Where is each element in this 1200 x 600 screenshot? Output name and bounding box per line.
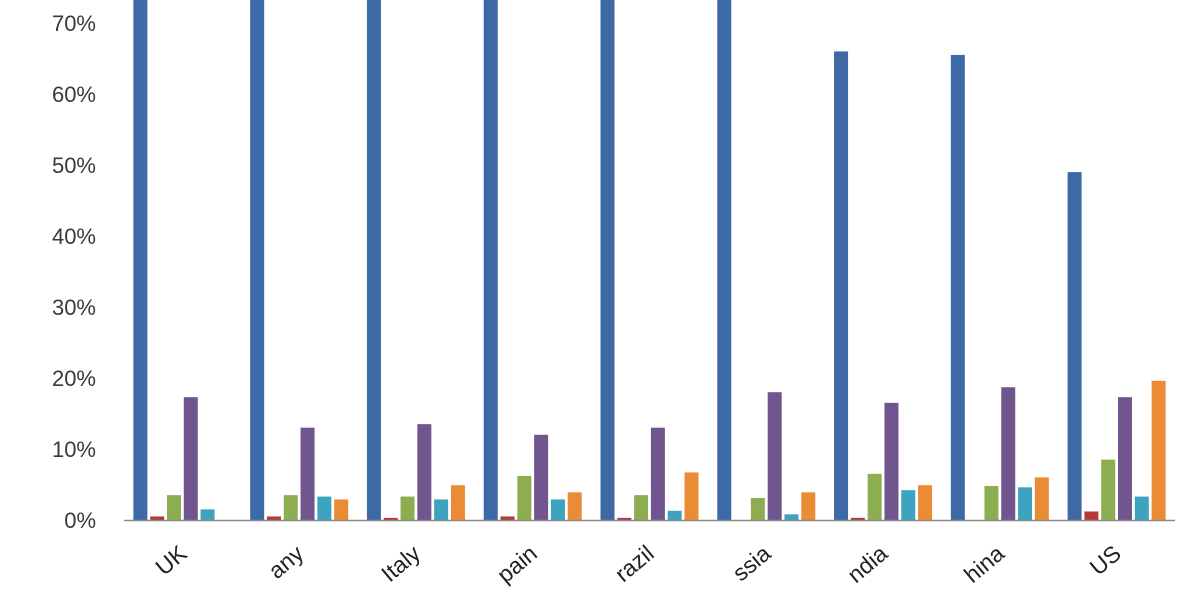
bar-pain-series-1 xyxy=(483,0,498,520)
y-axis-ticks: 0% 10% 20% 30% 40% 50% 60% 70% xyxy=(52,11,96,533)
bar-pain-series-5 xyxy=(550,499,565,520)
bar-pain-series-6 xyxy=(567,492,582,520)
bar-italy-series-3 xyxy=(400,496,415,520)
y-tick-label: 0% xyxy=(64,508,96,533)
bar-any-series-2 xyxy=(266,516,281,520)
y-tick-label: 30% xyxy=(52,295,96,320)
bar-italy-series-5 xyxy=(434,499,449,520)
bar-us-series-2 xyxy=(1084,511,1099,520)
x-category-label: hina xyxy=(959,540,1009,588)
bar-pain-series-4 xyxy=(534,434,549,520)
bar-any-series-6 xyxy=(334,499,349,520)
y-tick-label: 70% xyxy=(52,11,96,36)
bar-uk-series-2 xyxy=(150,516,165,520)
bar-razil-series-2 xyxy=(617,517,632,520)
bar-any-series-1 xyxy=(250,0,265,520)
x-category-label: ssia xyxy=(727,540,775,586)
bar-ndia-series-5 xyxy=(901,490,916,520)
bar-italy-series-2 xyxy=(383,517,398,520)
bar-razil-series-4 xyxy=(650,427,665,520)
bar-any-series-4 xyxy=(300,427,315,520)
x-category-label: razil xyxy=(610,540,659,587)
bar-pain-series-2 xyxy=(500,516,515,520)
bar-us-series-5 xyxy=(1134,496,1149,520)
y-tick-label: 50% xyxy=(52,153,96,178)
bar-razil-series-3 xyxy=(634,495,649,520)
y-tick-label: 10% xyxy=(52,437,96,462)
bar-razil-series-5 xyxy=(667,510,682,520)
bar-italy-series-1 xyxy=(366,0,381,520)
bar-ssia-series-6 xyxy=(801,492,816,520)
y-tick-label: 20% xyxy=(52,366,96,391)
x-axis-categories: UK any Italy pain razil ssia ndia hina US xyxy=(150,539,1125,587)
bar-pain-series-3 xyxy=(517,475,532,520)
bar-uk-series-4 xyxy=(183,397,198,520)
chart-bars xyxy=(133,0,1166,521)
bar-hina-series-4 xyxy=(1001,387,1016,520)
bar-ndia-series-6 xyxy=(918,485,933,520)
bar-us-series-3 xyxy=(1101,459,1116,520)
bar-us-series-1 xyxy=(1067,172,1082,520)
bar-italy-series-4 xyxy=(417,424,432,520)
bar-ndia-series-2 xyxy=(850,517,865,520)
y-tick-label: 60% xyxy=(52,82,96,107)
x-category-label: any xyxy=(263,540,309,584)
x-category-label: ndia xyxy=(842,540,892,588)
bar-hina-series-3 xyxy=(984,485,999,520)
y-tick-label: 40% xyxy=(52,224,96,249)
bar-us-series-4 xyxy=(1118,397,1133,520)
bar-uk-series-5 xyxy=(200,509,215,520)
bar-italy-series-6 xyxy=(450,485,465,520)
bar-razil-series-1 xyxy=(600,0,615,520)
bar-ndia-series-4 xyxy=(884,402,899,520)
bar-any-series-3 xyxy=(283,495,298,520)
bar-any-series-5 xyxy=(317,496,332,520)
bar-hina-series-5 xyxy=(1018,487,1033,520)
x-category-label: UK xyxy=(150,539,192,580)
x-category-label: US xyxy=(1085,540,1126,580)
bar-uk-series-3 xyxy=(166,495,181,520)
bar-hina-series-6 xyxy=(1034,477,1049,520)
x-category-label: pain xyxy=(492,540,542,588)
bar-razil-series-6 xyxy=(684,472,699,520)
bar-ssia-series-1 xyxy=(717,0,732,520)
bar-ndia-series-1 xyxy=(834,51,849,521)
x-category-label: Italy xyxy=(376,540,425,587)
bar-uk-series-1 xyxy=(133,0,148,520)
bar-ssia-series-3 xyxy=(750,497,765,520)
bar-ssia-series-5 xyxy=(784,514,799,520)
bar-hina-series-1 xyxy=(950,54,965,520)
bar-ndia-series-3 xyxy=(867,473,882,520)
bar-ssia-series-4 xyxy=(767,392,782,520)
bar-us-series-6 xyxy=(1151,380,1166,520)
